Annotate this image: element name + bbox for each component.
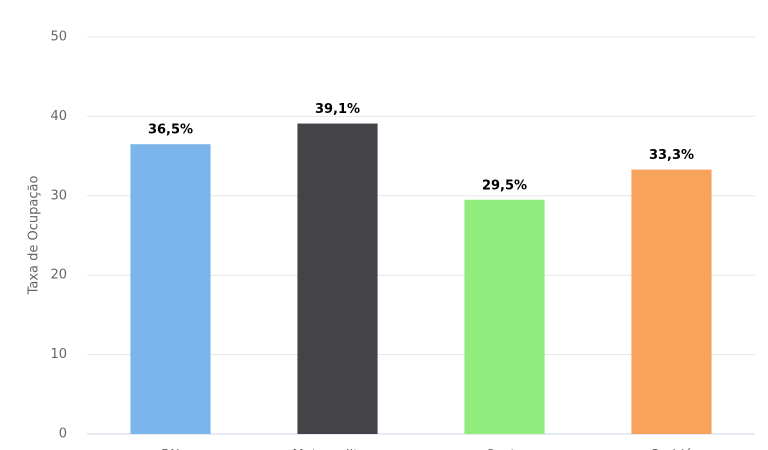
y-tick-label: 20 <box>50 268 67 283</box>
value-label: 29,5% <box>482 178 527 193</box>
bar <box>130 144 211 434</box>
bar <box>464 199 545 434</box>
y-tick-label: 40 <box>50 109 67 124</box>
y-tick-label: 30 <box>50 188 67 203</box>
y-tick-label: 0 <box>59 427 67 442</box>
x-tick-label: Seridó <box>651 448 692 450</box>
bar <box>631 169 712 434</box>
bar <box>297 123 378 435</box>
x-tick-label: RN <box>161 448 180 450</box>
value-label: 33,3% <box>649 148 694 163</box>
value-label: 36,5% <box>148 123 193 138</box>
x-tick-label: Oeste <box>485 448 523 450</box>
x-tick-label: Metropolitana <box>292 448 382 450</box>
y-tick-label: 10 <box>50 347 67 362</box>
y-axis-label: Taxa de Ocupação <box>27 176 42 296</box>
y-tick-label: 50 <box>50 30 67 45</box>
value-label: 39,1% <box>315 102 360 117</box>
